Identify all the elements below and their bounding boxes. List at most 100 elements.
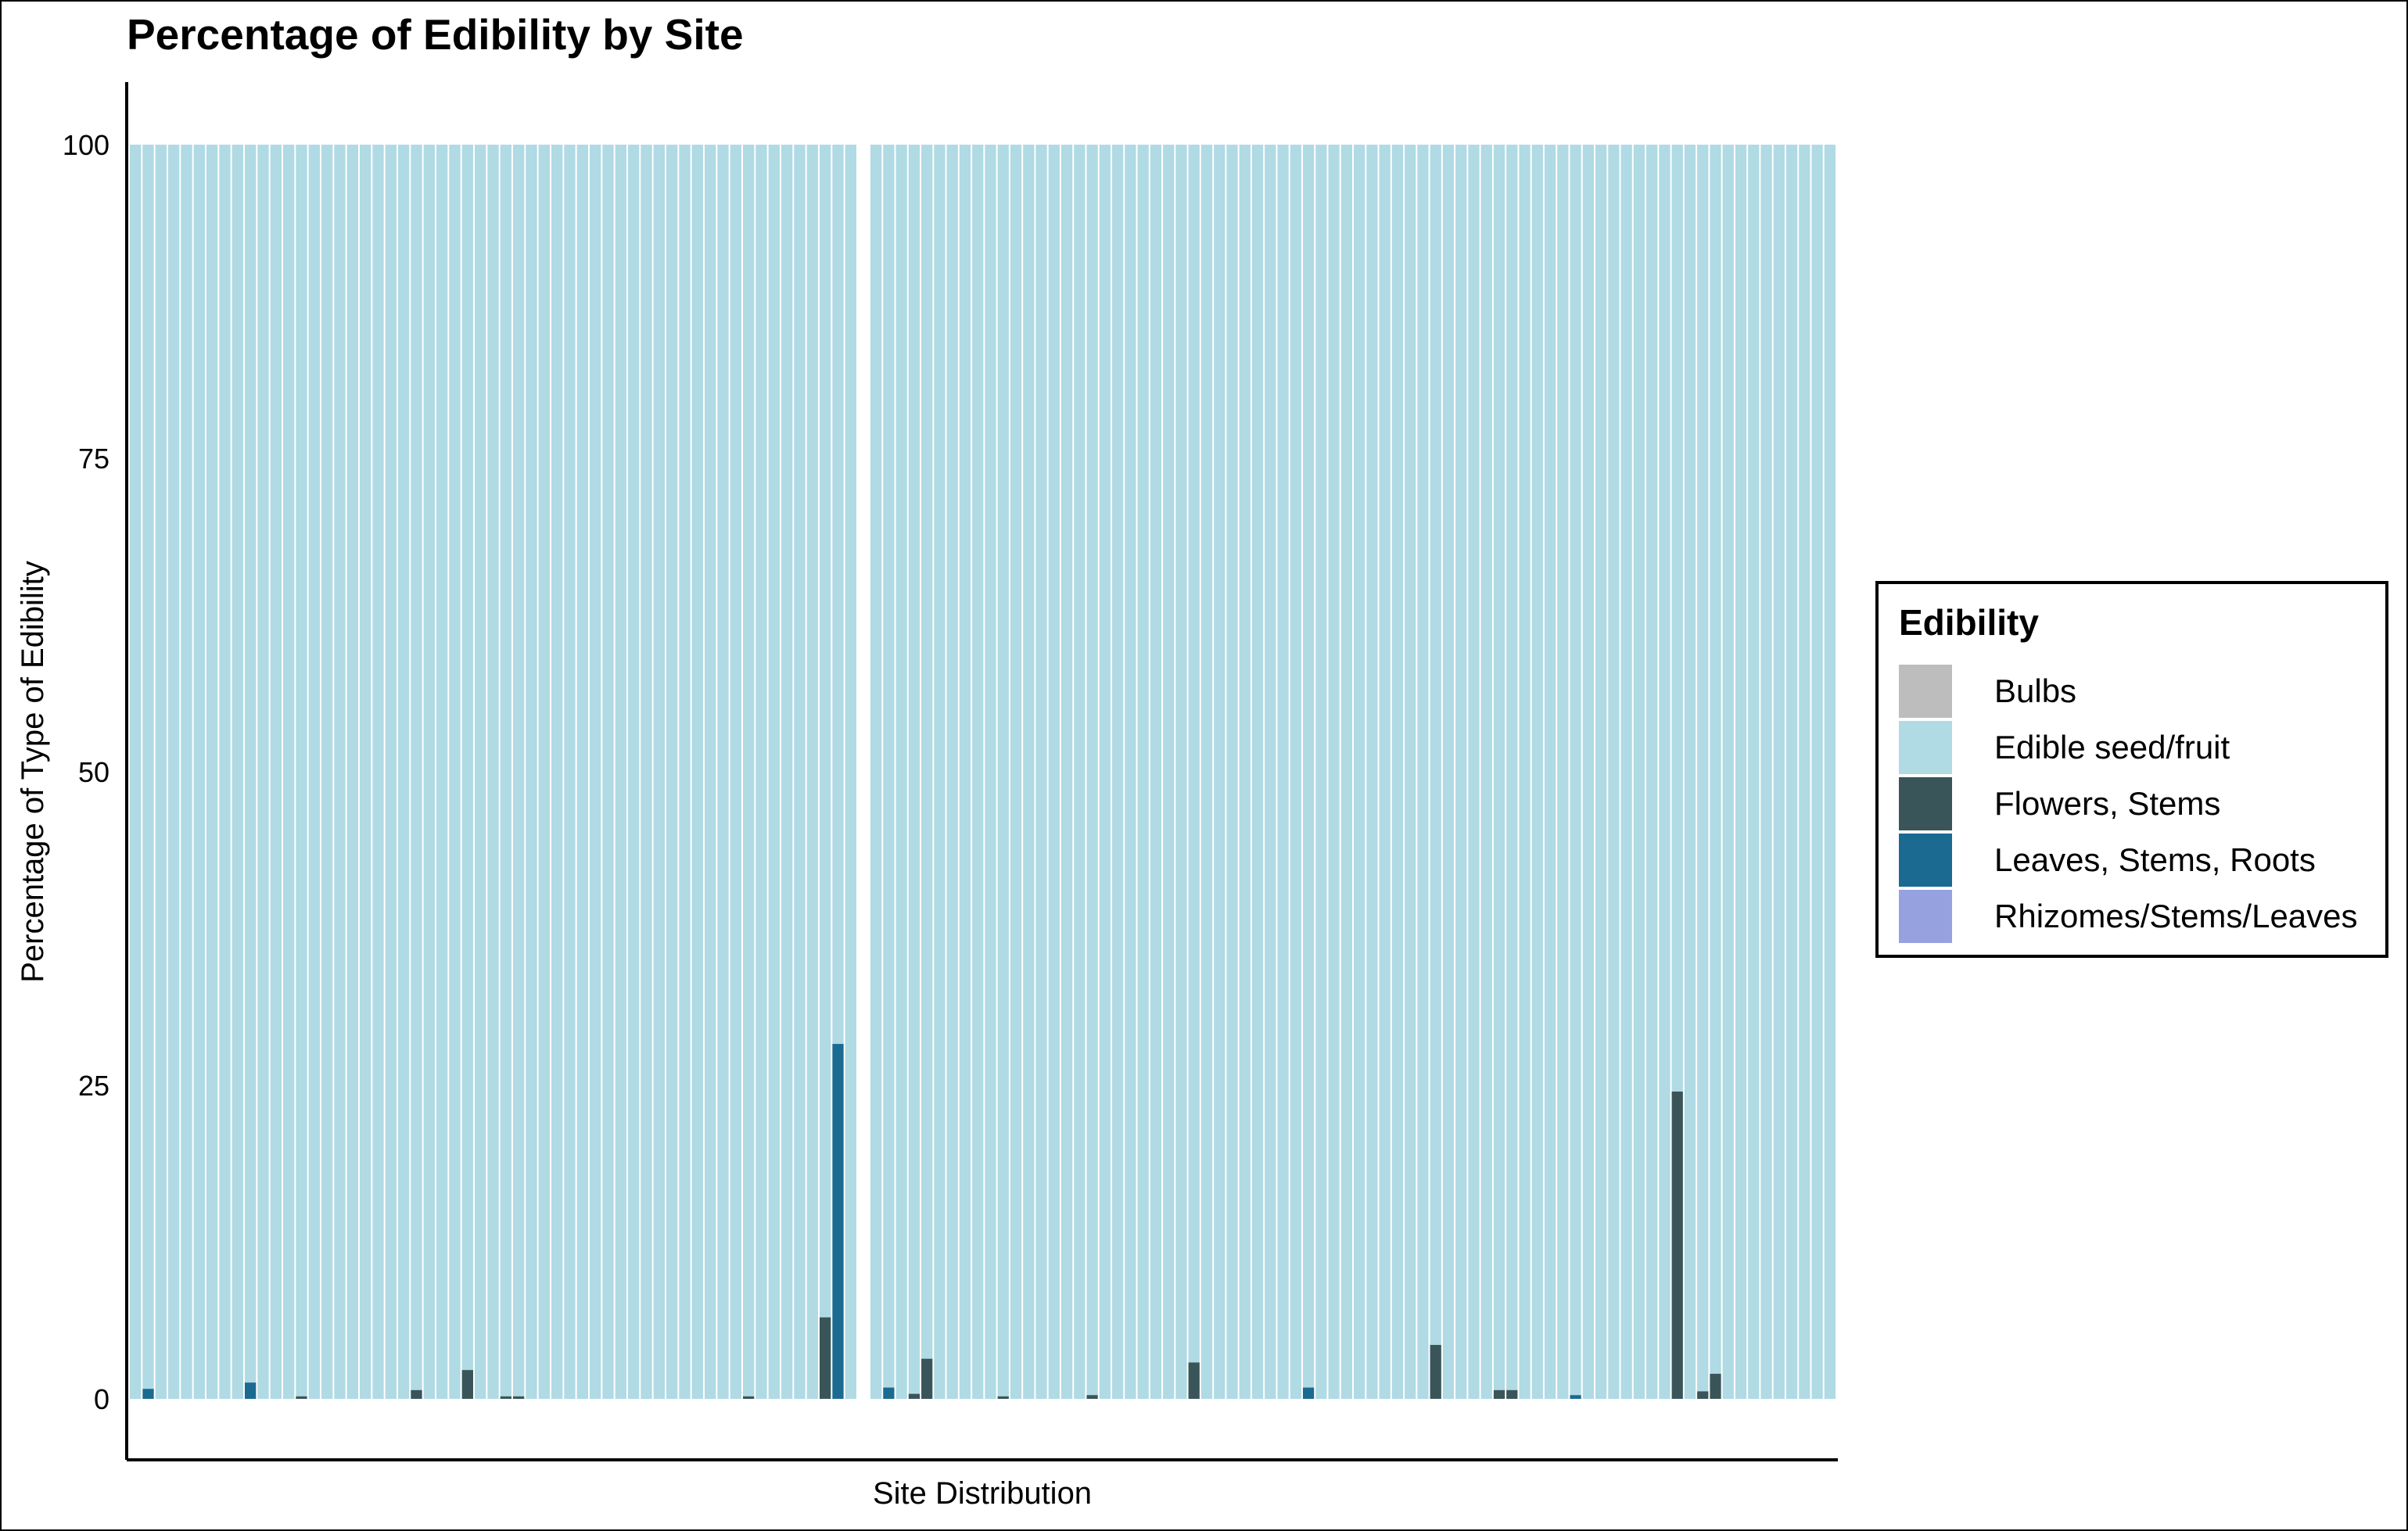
bar-segment-edible-seed-fruit <box>1112 145 1124 1399</box>
bar-segment-edible-seed-fruit <box>1290 145 1301 1399</box>
bar-segment-edible-seed-fruit <box>1824 145 1836 1399</box>
bar-segment-edible-seed-fruit <box>1671 145 1683 1092</box>
bar-segment-leaves-stems-roots <box>245 1382 257 1399</box>
bar-segment-flowers-stems <box>997 1396 1009 1399</box>
bar-segment-edible-seed-fruit <box>1302 145 1315 1388</box>
bar-segment-edible-seed-fruit <box>870 145 882 1399</box>
bar-segment-edible-seed-fruit <box>985 145 996 1399</box>
bar-segment-flowers-stems <box>1086 1395 1098 1399</box>
bar-segment-edible-seed-fruit <box>641 145 652 1399</box>
bar-segment-edible-seed-fruit <box>1137 145 1149 1399</box>
bar-segment-edible-seed-fruit <box>755 145 767 1399</box>
bar-segment-flowers-stems <box>1493 1389 1505 1399</box>
y-tick-label: 50 <box>78 756 109 788</box>
bar-segment-edible-seed-fruit <box>1315 145 1327 1399</box>
bar-segment-edible-seed-fruit <box>1544 145 1556 1399</box>
bar-segment-edible-seed-fruit <box>1328 145 1340 1399</box>
y-tick-label: 100 <box>63 129 109 161</box>
bar-segment-edible-seed-fruit <box>538 145 550 1399</box>
bar-segment-leaves-stems-roots <box>142 1389 154 1399</box>
bar-segment-flowers-stems <box>1506 1389 1518 1399</box>
bar-segment-edible-seed-fruit <box>321 145 333 1399</box>
legend: Edibility Bulbs Edible seed/fruit Flower… <box>1875 581 2388 958</box>
bar-segment-leaves-stems-roots <box>883 1387 895 1399</box>
legend-title: Edibility <box>1899 602 2039 643</box>
bar-segment-flowers-stems <box>513 1396 525 1399</box>
y-tick-label: 75 <box>78 443 109 475</box>
bar-segment-edible-seed-fruit <box>1099 145 1111 1399</box>
bar-segment-edible-seed-fruit <box>934 145 946 1399</box>
bar-segment-edible-seed-fruit <box>1557 145 1569 1399</box>
legend-label-rhizomes-stems-leaves: Rhizomes/Stems/Leaves <box>1994 898 2358 934</box>
bar-segment-edible-seed-fruit <box>806 145 818 1399</box>
bar-segment-edible-seed-fruit <box>487 145 499 1399</box>
bar-segment-edible-seed-fruit <box>921 145 933 1359</box>
chart-title: Percentage of Edibility by Site <box>127 10 744 59</box>
y-axis-label: Percentage of Type of Edibility <box>16 561 50 983</box>
legend-item-edible-seed-fruit: Edible seed/fruit <box>1899 721 2376 774</box>
bar-segment-edible-seed-fruit <box>1391 145 1404 1399</box>
legend-item-bulbs: Bulbs <box>1899 665 2376 718</box>
bar-segment-edible-seed-fruit <box>1582 145 1594 1399</box>
bar-segment-flowers-stems <box>1710 1373 1721 1399</box>
bar-segment-flowers-stems <box>461 1370 473 1399</box>
bar-segment-edible-seed-fruit <box>1455 145 1467 1399</box>
bar-segment-edible-seed-fruit <box>1417 145 1429 1399</box>
bar-segment-edible-seed-fruit <box>1125 145 1136 1399</box>
bar-segment-edible-seed-fruit <box>1251 145 1264 1399</box>
bar-segment-edible-seed-fruit <box>820 145 831 1318</box>
bar-segment-edible-seed-fruit <box>1531 145 1543 1399</box>
bar-segment-flowers-stems <box>743 1396 755 1399</box>
bar-segment-edible-seed-fruit <box>1010 145 1022 1399</box>
plot-area <box>130 145 1836 1399</box>
bar-segment-edible-seed-fruit <box>883 145 895 1388</box>
bar-segment-edible-seed-fruit <box>449 145 461 1399</box>
bar-segment-edible-seed-fruit <box>1595 145 1607 1399</box>
bar-segment-edible-seed-fruit <box>346 145 358 1399</box>
bar-segment-flowers-stems <box>820 1317 831 1399</box>
bar-segment-edible-seed-fruit <box>1506 145 1518 1390</box>
legend-swatch-leaves-stems-roots <box>1899 834 1952 887</box>
legend-swatch-rhizomes-stems-leaves <box>1899 890 1952 943</box>
bar-segment-edible-seed-fruit <box>1799 145 1810 1399</box>
bar-segment-leaves-stems-roots <box>1302 1387 1315 1399</box>
bar-segment-edible-seed-fruit <box>576 145 588 1399</box>
legend-label-edible-seed-fruit: Edible seed/fruit <box>1994 729 2230 766</box>
bar-segment-edible-seed-fruit <box>615 145 626 1399</box>
bar-segment-edible-seed-fruit <box>219 145 231 1399</box>
bar-segment-edible-seed-fruit <box>1620 145 1632 1399</box>
bar-segment-flowers-stems <box>1430 1345 1441 1399</box>
bar-segment-edible-seed-fruit <box>972 145 984 1399</box>
bar-segment-edible-seed-fruit <box>1811 145 1823 1399</box>
bar-segment-edible-seed-fruit <box>500 145 511 1397</box>
bar-segment-edible-seed-fruit <box>959 145 971 1399</box>
bar-segment-edible-seed-fruit <box>1633 145 1645 1399</box>
bar-segment-edible-seed-fruit <box>1175 145 1187 1399</box>
bar-segment-flowers-stems <box>921 1358 933 1399</box>
legend-swatch-bulbs <box>1899 665 1952 718</box>
bar-segment-edible-seed-fruit <box>257 145 269 1399</box>
bar-segment-edible-seed-fruit <box>1239 145 1251 1399</box>
bar-segment-edible-seed-fruit <box>1074 145 1086 1399</box>
bar-segment-edible-seed-fruit <box>653 145 665 1399</box>
bar-segment-edible-seed-fruit <box>1519 145 1531 1399</box>
bar-segment-edible-seed-fruit <box>1163 145 1175 1399</box>
legend-swatch-edible-seed-fruit <box>1899 721 1952 774</box>
bar-segment-edible-seed-fruit <box>1480 145 1492 1399</box>
bar-segment-edible-seed-fruit <box>551 145 563 1399</box>
bar-segment-edible-seed-fruit <box>385 145 397 1399</box>
bar-segment-edible-seed-fruit <box>1748 145 1760 1399</box>
bar-segment-edible-seed-fruit <box>794 145 806 1399</box>
bar-segment-flowers-stems <box>1188 1362 1200 1399</box>
bar-segment-edible-seed-fruit <box>1200 145 1213 1399</box>
bar-segment-flowers-stems <box>908 1393 920 1399</box>
bar-segment-edible-seed-fruit <box>1442 145 1455 1399</box>
bar-segment-edible-seed-fruit <box>1086 145 1098 1396</box>
bar-segment-edible-seed-fruit <box>1697 145 1709 1392</box>
bar-segment-edible-seed-fruit <box>1023 145 1035 1399</box>
bar-segment-edible-seed-fruit <box>730 145 741 1399</box>
bar-segment-edible-seed-fruit <box>691 145 703 1399</box>
bar-segment-edible-seed-fruit <box>1214 145 1226 1399</box>
bar-segment-edible-seed-fruit <box>705 145 716 1399</box>
bar-segment-edible-seed-fruit <box>398 145 410 1399</box>
